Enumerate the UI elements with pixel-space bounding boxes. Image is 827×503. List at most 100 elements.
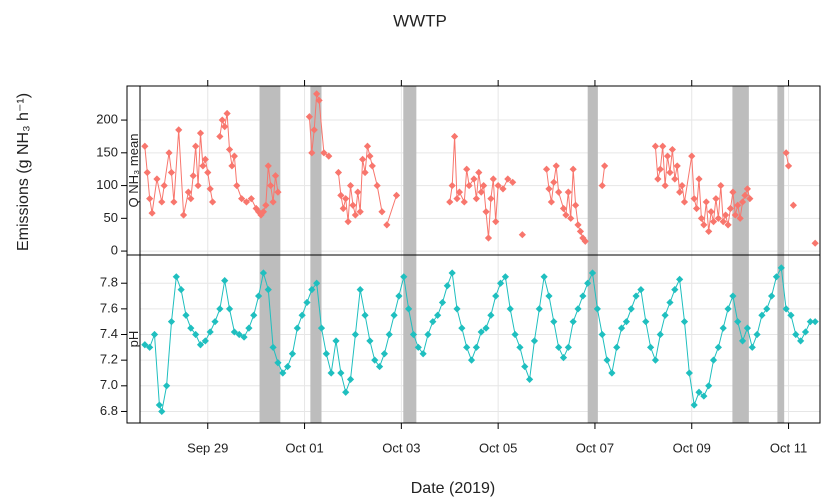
data-point	[356, 208, 364, 216]
data-point	[501, 273, 510, 281]
data-point	[598, 181, 606, 190]
strip-label: Q NH₃ mean	[126, 134, 141, 208]
data-point	[438, 298, 447, 307]
data-point	[656, 330, 664, 339]
data-point	[327, 369, 335, 377]
data-point	[247, 195, 255, 203]
data-point	[385, 330, 393, 339]
data-point	[392, 191, 401, 199]
series-line	[144, 266, 816, 414]
data-point	[581, 237, 589, 245]
data-point	[274, 359, 282, 367]
data-point	[535, 305, 543, 313]
data-point	[659, 142, 667, 150]
data-point	[562, 211, 570, 219]
data-point	[223, 109, 231, 118]
data-point	[211, 318, 219, 326]
data-point	[521, 362, 529, 371]
data-point	[680, 318, 689, 326]
data-point	[390, 311, 398, 319]
data-point	[685, 369, 693, 377]
data-point	[366, 152, 374, 160]
data-point	[678, 181, 686, 190]
data-point	[172, 273, 180, 281]
data-point	[143, 168, 151, 177]
data-point	[463, 165, 471, 173]
data-point	[380, 350, 389, 358]
data-point	[571, 201, 580, 209]
data-point	[690, 195, 698, 203]
data-point	[738, 198, 747, 206]
data-point	[550, 318, 558, 326]
data-point	[196, 129, 205, 137]
data-point	[530, 337, 539, 345]
data-point	[351, 211, 359, 219]
data-point	[443, 282, 451, 290]
data-point	[588, 269, 597, 277]
data-point	[419, 350, 427, 358]
data-point	[724, 305, 732, 313]
data-point	[722, 211, 730, 219]
data-point	[748, 343, 756, 351]
data-point	[349, 201, 357, 209]
data-point	[165, 149, 173, 157]
data-point	[245, 324, 253, 332]
data-point	[221, 123, 229, 131]
data-point	[516, 343, 524, 351]
data-point	[705, 382, 713, 390]
y-tick-label: 7.2	[100, 352, 118, 367]
data-point	[206, 328, 214, 336]
data-point	[305, 113, 313, 121]
data-point	[187, 324, 195, 332]
data-point	[734, 201, 742, 209]
data-point	[463, 343, 471, 351]
data-point	[361, 168, 369, 177]
data-point	[175, 126, 183, 134]
data-point	[545, 292, 553, 300]
data-point	[196, 341, 205, 349]
data-point	[477, 328, 485, 336]
data-point	[647, 343, 655, 351]
data-point	[354, 188, 362, 196]
data-point	[506, 305, 514, 313]
data-point	[194, 181, 202, 190]
data-point	[308, 149, 316, 157]
data-point	[717, 181, 725, 190]
data-point	[235, 330, 243, 339]
data-point	[782, 149, 790, 157]
data-point	[167, 318, 176, 326]
data-point	[784, 162, 793, 170]
data-point	[409, 330, 418, 339]
y-tick-label: 50	[104, 210, 118, 225]
panel-frame	[126, 254, 821, 424]
data-point	[579, 292, 587, 300]
data-point	[709, 356, 718, 364]
data-point	[676, 188, 684, 196]
data-point	[288, 350, 297, 358]
data-point	[540, 273, 548, 281]
data-point	[310, 126, 318, 134]
data-point	[559, 353, 568, 362]
data-point	[552, 162, 560, 170]
data-point	[228, 162, 236, 170]
data-point	[225, 145, 234, 154]
data-point	[712, 195, 720, 203]
data-point	[405, 305, 413, 313]
data-point	[264, 162, 272, 170]
data-point	[801, 328, 810, 336]
data-point	[545, 185, 553, 193]
data-point	[465, 181, 473, 190]
data-point	[334, 168, 343, 177]
data-point	[555, 343, 563, 351]
x-tick-label: Oct 11	[770, 440, 807, 455]
data-point	[487, 311, 495, 319]
data-point	[356, 286, 364, 294]
data-point	[518, 231, 526, 239]
data-point	[298, 311, 306, 319]
data-point	[141, 142, 149, 150]
data-point	[339, 204, 347, 213]
data-point	[317, 324, 326, 332]
data-point	[492, 217, 500, 226]
data-point	[661, 311, 669, 319]
data-point	[608, 369, 616, 377]
